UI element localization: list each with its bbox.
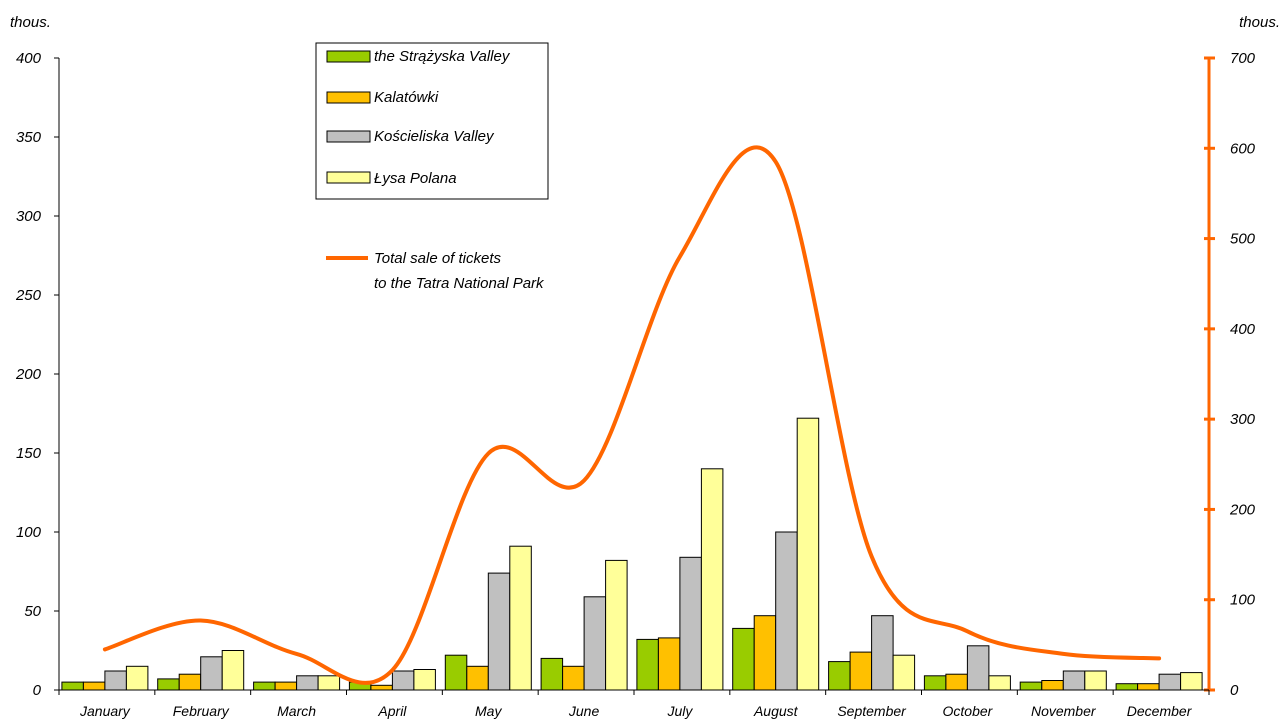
month-label: November xyxy=(1031,703,1097,719)
bar-august-series-1 xyxy=(753,615,777,691)
bar-november-series-3 xyxy=(1084,670,1107,691)
line-legend-label-2: to the Tatra National Park xyxy=(374,275,545,292)
legend-label-kalatowki: Kalatówki xyxy=(374,89,439,106)
bar-january-series-0 xyxy=(61,681,84,691)
bar-january-series-2 xyxy=(104,670,127,691)
bar-february-series-2 xyxy=(200,656,223,691)
left-tick-label: 0 xyxy=(33,682,42,699)
bar-february-series-1 xyxy=(178,673,202,691)
bar-june-series-3 xyxy=(605,559,628,691)
bar-september-series-3 xyxy=(892,654,916,691)
bar-september-series-1 xyxy=(849,651,873,691)
bar-august-series-0 xyxy=(732,627,755,691)
right-axis-unit: thous. xyxy=(1239,14,1280,31)
left-tick-label: 350 xyxy=(16,129,42,146)
bar-march-series-0 xyxy=(253,681,276,691)
bar-march-series-2 xyxy=(296,675,319,691)
bar-july-series-3 xyxy=(700,468,724,691)
bar-october-series-0 xyxy=(923,675,947,691)
bar-january-series-1 xyxy=(82,681,106,691)
month-label: April xyxy=(377,703,407,719)
bar-february-series-0 xyxy=(157,678,180,691)
right-tick-label: 400 xyxy=(1230,321,1256,338)
month-label: February xyxy=(173,703,230,719)
bar-august-series-3 xyxy=(796,417,820,691)
bar-may-series-2 xyxy=(487,572,511,691)
bar-november-series-1 xyxy=(1041,680,1064,691)
bar-october-series-1 xyxy=(945,673,968,691)
legend-swatch-lysa-polana xyxy=(326,171,371,184)
right-tick-label: 200 xyxy=(1229,501,1256,518)
legend-label-koscieliska: Kościeliska Valley xyxy=(374,128,495,145)
right-tick-label: 300 xyxy=(1230,411,1256,428)
month-label: March xyxy=(277,703,316,719)
bar-march-series-1 xyxy=(274,681,298,691)
right-axis: 0 100 200 300 400 500 600 700 xyxy=(1204,50,1256,699)
month-label: October xyxy=(943,703,994,719)
bar-may-series-3 xyxy=(509,545,532,691)
line-layer xyxy=(102,145,1162,685)
right-tick-label: 100 xyxy=(1230,592,1256,609)
left-tick-label: 300 xyxy=(16,208,42,225)
legend-label-strazyska: the Strążyska Valley xyxy=(374,48,511,65)
left-tick-label: 50 xyxy=(24,603,41,620)
bar-december-series-1 xyxy=(1137,683,1160,691)
legend-label-lysa-polana: Łysa Polana xyxy=(374,170,457,187)
bar-may-series-0 xyxy=(444,654,468,691)
bar-december-series-2 xyxy=(1158,673,1182,691)
left-tick-label: 200 xyxy=(15,366,42,383)
bar-january-series-3 xyxy=(125,665,149,691)
bar-november-series-0 xyxy=(1019,681,1043,691)
left-axis-unit: thous. xyxy=(10,14,51,31)
bar-november-series-2 xyxy=(1062,670,1086,691)
bar-july-series-1 xyxy=(657,637,681,691)
legend-swatch-strazyska xyxy=(326,50,371,63)
legend-swatch-koscieliska xyxy=(326,130,371,143)
x-axis: January February March April May June July Augu… xyxy=(58,689,1210,719)
bar-december-series-0 xyxy=(1115,683,1139,691)
bar-march-series-3 xyxy=(317,675,341,691)
bar-june-series-2 xyxy=(583,596,607,691)
left-tick-label: 150 xyxy=(16,445,42,462)
left-axis: 0 50 100 150 200 250 300 350 400 xyxy=(15,50,60,699)
bar-june-series-1 xyxy=(562,665,585,691)
bar-december-series-3 xyxy=(1180,672,1203,691)
month-label: May xyxy=(475,703,502,719)
bar-february-series-3 xyxy=(221,650,245,691)
left-tick-label: 100 xyxy=(16,524,42,541)
bar-april-series-2 xyxy=(391,670,415,691)
bar-april-series-1 xyxy=(370,684,393,691)
month-label: June xyxy=(568,703,600,719)
bar-may-series-1 xyxy=(466,665,489,691)
month-label: January xyxy=(79,703,131,719)
line-legend: Total sale of tickets to the Tatra Natio… xyxy=(326,250,545,292)
bars xyxy=(61,417,1203,691)
bar-october-series-3 xyxy=(988,675,1011,691)
bar-june-series-0 xyxy=(540,657,564,691)
bar-september-series-2 xyxy=(871,615,894,691)
right-tick-label: 500 xyxy=(1230,231,1256,248)
month-label: August xyxy=(753,703,799,719)
legend: the Strążyska Valley Kalatówki Kościelis… xyxy=(315,42,549,200)
bar-august-series-2 xyxy=(775,531,798,691)
bar-july-series-2 xyxy=(679,556,702,691)
month-label: July xyxy=(666,703,693,719)
right-tick-label: 600 xyxy=(1230,140,1256,157)
month-label: December xyxy=(1127,703,1193,719)
total-sales-line xyxy=(102,145,1162,685)
line-legend-label-1: Total sale of tickets xyxy=(374,250,502,267)
right-tick-label: 0 xyxy=(1230,682,1239,699)
left-tick-label: 250 xyxy=(15,287,42,304)
legend-swatch-kalatowki xyxy=(326,91,371,104)
bar-september-series-0 xyxy=(828,661,851,691)
month-label: September xyxy=(837,703,907,719)
bar-october-series-2 xyxy=(966,645,990,691)
right-tick-label: 700 xyxy=(1230,50,1256,67)
bar-july-series-0 xyxy=(636,638,659,691)
left-tick-label: 400 xyxy=(16,50,42,67)
bar-april-series-3 xyxy=(413,669,436,691)
